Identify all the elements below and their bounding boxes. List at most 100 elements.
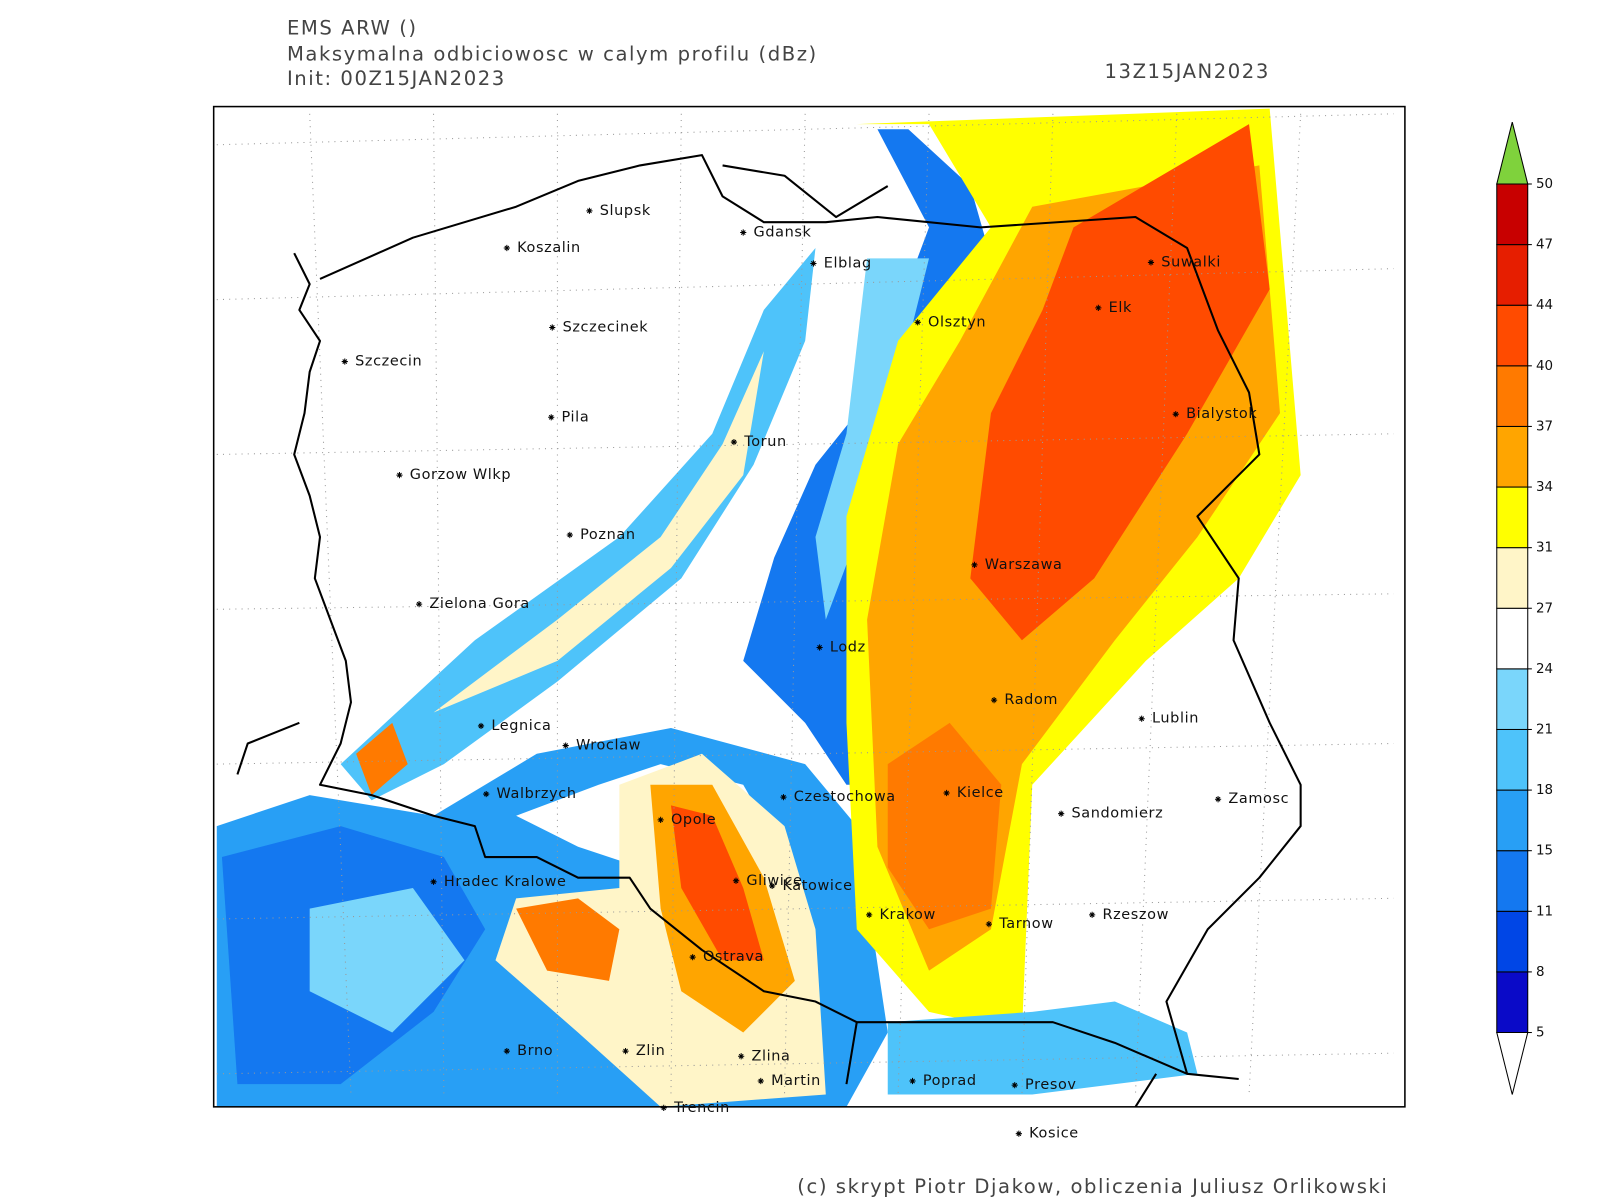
field-title: Maksymalna odbiciowosc w calym profilu (… — [287, 42, 818, 65]
colorbar-tick-label: 37 — [1536, 419, 1553, 434]
city-name: Slupsk — [600, 203, 651, 219]
city-name: Gorzow Wlkp — [410, 467, 511, 483]
city-marker — [549, 324, 556, 331]
city-name: Zlina — [751, 1048, 790, 1064]
graticule — [216, 113, 1394, 1095]
city-name: Bialystok — [1186, 406, 1257, 422]
city-marker — [1095, 304, 1102, 311]
echo-east-red — [970, 124, 1270, 641]
city-labels: Slupsk Koszalin Gdansk Elblag Suwalki Szczeci… — [341, 203, 1289, 1142]
city-marker — [396, 472, 403, 479]
city-name: Czestochowa — [794, 789, 896, 805]
city-name: Szczecinek — [563, 319, 649, 335]
city-marker — [562, 742, 569, 749]
city-marker — [660, 1104, 667, 1111]
echo-orange2 — [516, 898, 620, 981]
colorbar-tick-label: 34 — [1536, 480, 1553, 495]
colorbar: 5 8 11 15 18 21 24 27 31 34 37 40 44 47 50 — [1496, 121, 1553, 1095]
city-marker — [1172, 411, 1179, 418]
colorbar-tick-label: 5 — [1536, 1026, 1545, 1041]
city-marker — [990, 697, 998, 704]
colorbar-tick-label: 50 — [1536, 177, 1553, 192]
city-name: Gdansk — [754, 225, 812, 241]
colorbar-tick-label: 8 — [1536, 965, 1545, 980]
city-marker — [780, 794, 787, 801]
city-name: Suwalki — [1161, 254, 1221, 270]
colorbar-tick-label: 11 — [1536, 904, 1553, 919]
colorbar-segment — [1496, 183, 1529, 246]
city-marker — [1089, 911, 1096, 918]
city-name: Katowice — [782, 878, 852, 894]
city-name: Zlin — [636, 1043, 666, 1059]
colorbar-tick-label: 31 — [1536, 541, 1553, 556]
city-name: Zielona Gora — [429, 596, 529, 612]
city-name: Elblag — [824, 255, 872, 271]
city-name: Walbrzych — [497, 786, 577, 802]
city-marker — [477, 722, 485, 730]
colorbar-segment — [1496, 425, 1529, 488]
city-name: Koszalin — [517, 240, 581, 256]
city-marker — [985, 921, 992, 928]
city-name: Kielce — [957, 785, 1004, 801]
city-name: Zamosc — [1228, 791, 1289, 807]
colorbar-tick-label: 47 — [1536, 238, 1553, 253]
city-marker — [914, 319, 921, 326]
colorbar-tick-label: 15 — [1536, 844, 1553, 859]
colorbar-tick-label: 24 — [1536, 662, 1553, 677]
city-marker — [1214, 796, 1222, 803]
city-name: Olsztyn — [928, 314, 986, 330]
city-name: Presov — [1025, 1077, 1077, 1093]
city-marker — [341, 358, 348, 365]
city-marker — [810, 260, 817, 267]
city-marker — [1147, 259, 1155, 266]
city-marker — [909, 1077, 916, 1085]
city-marker — [866, 911, 873, 918]
city-name: Ostrava — [703, 949, 764, 965]
city-marker — [971, 561, 978, 568]
colorbar-over-arrow — [1496, 121, 1529, 185]
city-name: Rzeszow — [1102, 907, 1169, 923]
colorbar-segment — [1496, 971, 1529, 1034]
init-time: Init: 00Z15JAN2023 — [287, 67, 506, 90]
city-name: Sandomierz — [1071, 806, 1163, 822]
model-title: EMS ARW () — [287, 17, 418, 40]
city-marker — [738, 1053, 745, 1060]
city-name: Torun — [743, 434, 787, 450]
colorbar-segment — [1496, 304, 1529, 367]
city-name: Szczecin — [355, 354, 422, 370]
city-marker — [1058, 810, 1065, 817]
colorbar-tick-label: 44 — [1536, 298, 1553, 313]
city-name: Lublin — [1152, 711, 1199, 727]
city-marker — [757, 1077, 764, 1085]
city-marker — [732, 877, 740, 884]
colorbar-segment — [1496, 486, 1529, 549]
echo-lightblue — [309, 888, 465, 1033]
footer-credit: (c) skrypt Piotr Djakow, obliczenia Juli… — [797, 1175, 1388, 1198]
borders — [236, 154, 1302, 1108]
echo-east-orange2 — [887, 722, 1002, 930]
city-marker — [816, 644, 823, 651]
city-name: Opole — [671, 812, 716, 828]
city-marker — [769, 882, 776, 890]
valid-time: 13Z15JAN2023 — [1105, 60, 1270, 83]
city-name: Brno — [517, 1043, 553, 1059]
city-name: Gliwice — [746, 873, 802, 889]
city-name: Pila — [562, 409, 590, 425]
colorbar-segment — [1496, 244, 1529, 306]
echo-slovakia — [887, 1001, 1198, 1095]
colorbar-segment — [1496, 547, 1529, 609]
echo-band-orange — [356, 722, 408, 796]
colorbar-under-arrow — [1496, 1032, 1529, 1095]
city-marker — [416, 601, 423, 608]
city-marker — [1015, 1130, 1022, 1137]
map-frame — [212, 105, 1406, 1108]
city-marker — [483, 790, 490, 798]
city-name: Poznan — [580, 527, 635, 543]
city-name: Tarnow — [998, 916, 1053, 932]
city-marker — [622, 1048, 629, 1055]
city-marker — [503, 1048, 510, 1055]
colorbar-segment — [1496, 668, 1529, 730]
city-marker — [430, 878, 437, 885]
